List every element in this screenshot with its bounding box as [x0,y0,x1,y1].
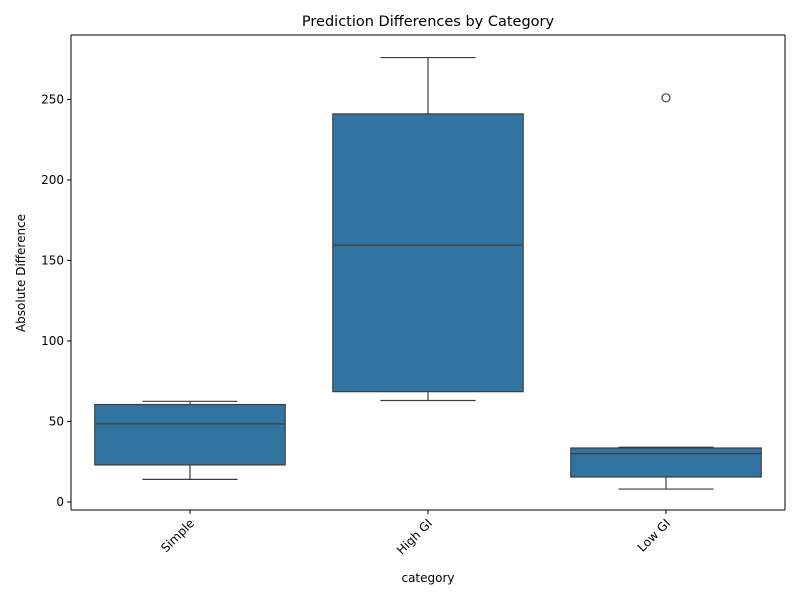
box-iqr [570,447,762,478]
x-tick-label: Low GI [635,516,673,554]
y-tick-label: 0 [56,495,64,509]
box-iqr [94,403,286,466]
y-tick-label: 100 [41,334,64,348]
y-tick-label: 50 [49,414,64,428]
y-tick-label: 250 [41,92,64,106]
y-tick-label: 150 [41,253,64,267]
plot-area: 0 50 100 150 200 250 Simple High GI Low GI [41,34,786,557]
outlier-point [661,93,671,103]
box-iqr [332,113,524,393]
x-tick-label: Simple [158,516,197,555]
x-axis-label: category [401,571,454,585]
x-tick-label: High GI [394,516,435,557]
y-axis-label: Absolute Difference [14,214,28,332]
y-tick-label: 200 [41,173,64,187]
chart-title: Prediction Differences by Category [302,14,555,30]
